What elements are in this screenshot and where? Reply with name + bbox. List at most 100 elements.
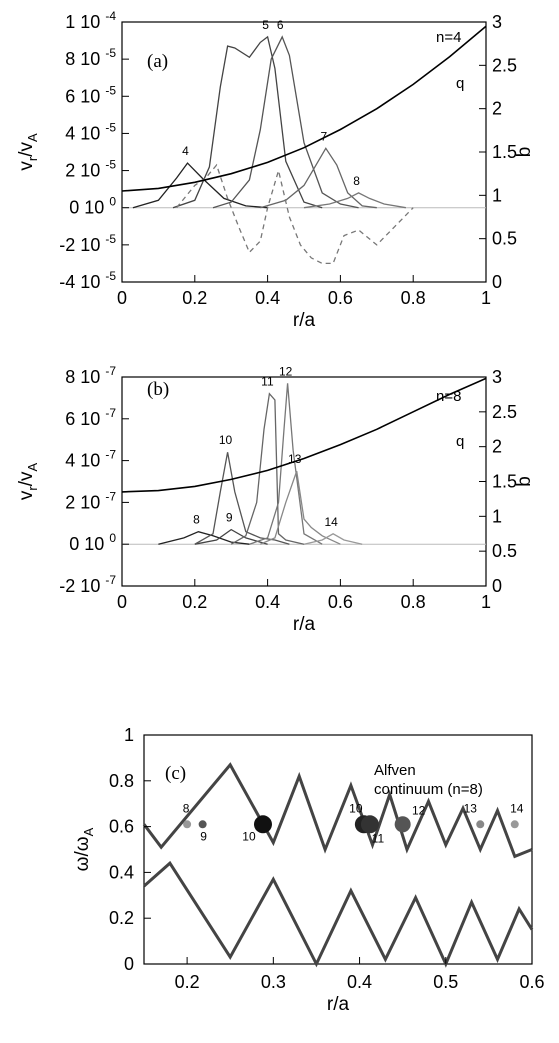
panel-c-point-label-10: 10	[349, 801, 363, 815]
panel-a-y2-tick-label: 1	[492, 185, 502, 205]
panel-b-x-tick-label: 0	[117, 592, 127, 612]
panel-a-y-tick-label: -2 10 -5	[59, 232, 116, 255]
panel-b-y-tick-label: -2 10 -7	[59, 573, 116, 596]
panel-a-series-line-4	[132, 162, 268, 209]
panel-b-y2-tick-label: 0.5	[492, 541, 517, 561]
panel-b-x-axis-label: r/a	[293, 614, 316, 635]
panel-a-y-tick-label: 1 10 -4	[65, 9, 116, 32]
panel-a-y2-tick-label: 0	[492, 272, 502, 292]
panel-b-series-label-10: 10	[219, 433, 233, 447]
panel-c-annotation-line2: continuum (n=8)	[374, 781, 483, 798]
panel-c-y-tick-label: 0.8	[109, 771, 134, 791]
panel-a-y-axis-label: vr/vA	[16, 133, 40, 171]
panel-c-point-label-14: 14	[510, 801, 524, 815]
panel-b-annotation: n=8	[436, 388, 461, 405]
panel-a-series-line-dashed	[176, 163, 414, 265]
panel-c-x-tick-label: 0.6	[519, 972, 544, 992]
panel-b-x-tick-label: 0.8	[401, 592, 426, 612]
panel-b-q-curve	[121, 377, 487, 493]
panel-b-plot-frame	[121, 376, 487, 587]
panel-c-panel-label: (c)	[165, 763, 186, 784]
panel-b-panel-label: (b)	[147, 379, 169, 400]
panel-a-series-label-5: 5	[262, 18, 269, 32]
panel-a-series-line-7	[260, 147, 377, 209]
panel-c-point-label-13: 13	[464, 801, 478, 815]
panel-c-y-tick-label: 0.2	[109, 908, 134, 928]
panel-a-y-tick-label: 2 10 -5	[65, 158, 116, 181]
panel-c-y-tick-label: 0.4	[109, 862, 134, 882]
panel-a-series-label-6: 6	[277, 18, 284, 32]
panel-b-y-tick-label: 6 10 -7	[65, 406, 116, 429]
panel-a-x-tick-label: 1	[481, 288, 491, 308]
panel-b-y2-tick-label: 2.5	[492, 402, 517, 422]
panel-a-y2-tick-label: 3	[492, 12, 502, 32]
panel-c-point-14	[510, 820, 519, 829]
panel-a-x-tick-label: 0.8	[401, 288, 426, 308]
panel-c-lower-continuum	[143, 860, 534, 968]
panel-b-y2-tick-label: 0	[492, 576, 502, 596]
panel-a-series-line-6	[212, 35, 359, 209]
panel-a-y-tick-label: -4 10 -5	[59, 269, 116, 292]
panel-b-q-label: q	[456, 433, 464, 450]
panel-b-y-tick-label: 0 10 0	[69, 531, 116, 554]
panel-c-plot-frame	[143, 734, 533, 965]
panel-b-x-tick-label: 0.4	[255, 592, 280, 612]
panel-c-point-8	[183, 820, 192, 829]
panel-b-y-tick-label: 4 10 -7	[65, 448, 116, 471]
panel-c-x-tick-label: 0.2	[175, 972, 200, 992]
panel-b-series-line-13	[260, 470, 341, 545]
panel-a-y2-tick-label: 0.5	[492, 229, 517, 249]
panel-c-x-tick-label: 0.4	[347, 972, 372, 992]
panel-b-y2-tick-label: 1	[492, 506, 502, 526]
panel-a-series-label-7: 7	[320, 129, 327, 143]
panel-b-y-axis-label: vr/vA	[16, 463, 40, 501]
panel-c-y-tick-label: 0	[124, 954, 134, 974]
panel-b-y2-tick-label: 2	[492, 437, 502, 457]
panel-b-series-label-8: 8	[193, 513, 200, 527]
panel-a-series-line-5	[172, 35, 323, 209]
panel-a-y-tick-label: 8 10 -5	[65, 46, 116, 69]
panel-c-point-label-9: 9	[200, 829, 207, 843]
panel-c-point-11	[360, 815, 379, 834]
panel-b-series-label-14: 14	[324, 515, 338, 529]
panel-b-x-tick-label: 0.6	[328, 592, 353, 612]
panel-a-x-tick-label: 0	[117, 288, 127, 308]
panel-b-y-tick-label: 8 10 -7	[65, 364, 116, 387]
panel-b-series-label-9: 9	[226, 511, 233, 525]
panel-c-point-9	[198, 820, 207, 829]
panel-b-y2-tick-label: 3	[492, 367, 502, 387]
panel-c-x-tick-label: 0.3	[261, 972, 286, 992]
panel-a-y2-tick-label: 2.5	[492, 55, 517, 75]
panel-b-series-label-11: 11	[261, 375, 274, 389]
panel-a-series-line-8	[303, 192, 407, 209]
panel-c-y-tick-label: 1	[124, 725, 134, 745]
panel-c-point-label-12: 12	[412, 803, 426, 817]
panel-a-x-tick-label: 0.6	[328, 288, 353, 308]
panel-b-series-label-13: 13	[288, 452, 302, 466]
panel-c-point-label-11: 11	[372, 831, 385, 845]
panel-b-x-tick-label: 1	[481, 592, 491, 612]
panel-a-x-axis-label: r/a	[293, 310, 316, 331]
panel-a-y2-axis-label: b	[514, 147, 535, 158]
panel-b-series-label-12: 12	[279, 364, 293, 378]
panel-b-x-tick-label: 0.2	[182, 592, 207, 612]
panel-c-x-tick-label: 0.5	[433, 972, 458, 992]
panel-a-y2-tick-label: 2	[492, 99, 502, 119]
panel-b-y2-tick-label: 1.5	[492, 472, 517, 492]
panel-c-point-12	[394, 816, 411, 833]
panel-a-x-tick-label: 0.2	[182, 288, 207, 308]
panel-b-series-line-11	[230, 392, 305, 545]
panel-a-series-label-4: 4	[182, 144, 189, 158]
panel-a-q-curve	[121, 25, 487, 192]
panel-c-annotation-line1: Alfven	[374, 762, 416, 779]
panel-b-y-tick-label: 2 10 -7	[65, 489, 116, 512]
panel-a-plot-frame	[121, 21, 487, 283]
panel-c-x-axis-label: r/a	[327, 994, 350, 1015]
panel-a-series-label-8: 8	[353, 174, 360, 188]
panel-a-y-tick-label: 6 10 -5	[65, 83, 116, 106]
panel-b-series-line-9	[194, 528, 268, 545]
panel-b-series-line-12	[249, 383, 323, 545]
panel-c-point-label-8: 8	[183, 801, 190, 815]
panel-b-series-line-14	[303, 533, 363, 545]
